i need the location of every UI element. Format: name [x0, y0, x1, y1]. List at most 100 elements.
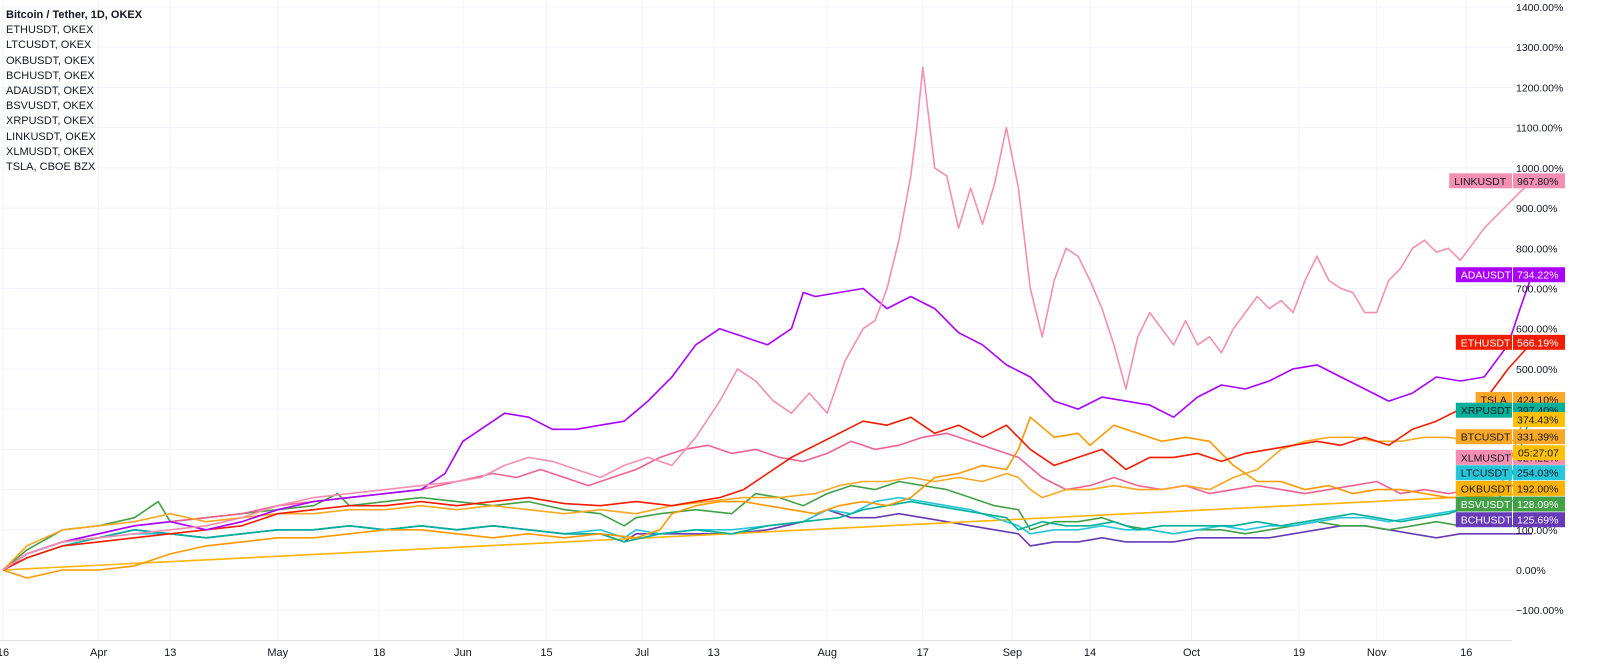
price-tag-label-box — [1455, 334, 1512, 350]
price-tag-value-box — [1513, 267, 1565, 283]
legend-item-bchusdt[interactable]: BCHUSDT, OKEX — [6, 69, 95, 82]
price-tag-label-box — [1455, 480, 1512, 496]
price-tag-value: 331.39% — [1517, 432, 1558, 444]
price-tag-label: BTCUSDT — [1461, 432, 1511, 444]
series-line-tsla[interactable] — [2, 399, 1533, 579]
x-tick-label: 17 — [917, 647, 929, 659]
price-tag-label: ETHUSDT — [1461, 337, 1511, 349]
price-tags: 967.80% LINKUSDT 734.22% ADAUSDT 566.19% ETHU… — [1449, 173, 1565, 528]
x-tick-label: 16 — [0, 647, 9, 659]
price-tag-label-box — [1455, 512, 1512, 528]
price-tag-label: LTCUSDT — [1461, 468, 1509, 480]
x-tick-label: 14 — [1084, 647, 1096, 659]
price-tag-label: BSVUSDT — [1461, 499, 1511, 511]
price-tag-value: 128.09% — [1517, 499, 1558, 511]
price-tag-btc-price: 374.43% — [1513, 411, 1565, 427]
legend-item-bsvusdt[interactable]: BSVUSDT, OKEX — [6, 100, 94, 113]
legend-item-xlmusdt[interactable]: XLMUSDT, OKEX — [6, 145, 95, 158]
y-tick-label: 1400.00% — [1516, 2, 1563, 14]
y-tick-label: 1100.00% — [1516, 123, 1563, 135]
x-tick-label: 16 — [1460, 647, 1472, 659]
y-tick-label: 500.00% — [1516, 364, 1557, 376]
x-tick-label: 19 — [1293, 647, 1305, 659]
price-tag-value-box — [1513, 465, 1565, 481]
price-tag-adausdt: 734.22% ADAUSDT — [1455, 267, 1565, 283]
y-tick-label: −100.00% — [1516, 605, 1564, 617]
price-tag-value: 734.22% — [1517, 270, 1558, 282]
legend-item-tsla[interactable]: TSLA, CBOE BZX — [6, 161, 96, 174]
x-tick-label: 13 — [164, 647, 176, 659]
legend-item-ltcusdt[interactable]: LTCUSDT, OKEX — [6, 39, 92, 52]
countdown-box — [1513, 445, 1565, 461]
price-tag-okbusdt: 192.00% OKBUSDT — [1455, 480, 1565, 496]
y-tick-label: 1000.00% — [1516, 163, 1563, 175]
price-tag-btcusdt: 331.39% BTCUSDT — [1455, 429, 1565, 445]
countdown-text: 05:27:07 — [1518, 448, 1559, 460]
legend-item-linkusdt[interactable]: LINKUSDT, OKEX — [6, 130, 96, 143]
series-line-xrpusdt[interactable] — [2, 410, 1533, 571]
y-tick-label: 600.00% — [1516, 324, 1557, 336]
legend-main-symbol[interactable]: Bitcoin / Tether, 1D, OKEX — [6, 9, 143, 21]
x-tick-label: 18 — [373, 647, 385, 659]
y-tick-label: 900.00% — [1516, 203, 1557, 215]
price-tag-label-box — [1455, 465, 1512, 481]
price-tag-label: LINKUSDT — [1454, 176, 1507, 188]
legend-item-okbusdt[interactable]: OKBUSDT, OKEX — [6, 54, 95, 67]
x-axis: 16 Apr 13 May 18 Jun 15 Jul 13 Aug 17 Sep 14 Oct 19 Nov… — [0, 640, 1512, 659]
y-tick-label: 0.00% — [1516, 565, 1546, 577]
series-line-ethusdt[interactable] — [2, 341, 1533, 571]
price-tag-label: ADAUSDT — [1461, 270, 1512, 282]
price-tag-label-box — [1449, 173, 1512, 189]
x-tick-label: Sep — [1003, 647, 1023, 659]
x-tick-label: 15 — [540, 647, 552, 659]
price-tag-label: OKBUSDT — [1461, 483, 1512, 495]
price-tag-value-box — [1513, 512, 1565, 528]
series-line-okbusdt[interactable] — [2, 492, 1533, 571]
grid — [0, 0, 1512, 640]
price-tag-ethusdt: 566.19% ETHUSDT — [1455, 334, 1565, 350]
series-line-adausdt[interactable] — [2, 274, 1533, 571]
y-tick-label: 100.00% — [1516, 525, 1557, 537]
x-tick-label: Aug — [817, 647, 837, 659]
price-tag-label-box — [1455, 402, 1512, 418]
x-tick-label: Oct — [1183, 647, 1200, 659]
price-tag-label-box — [1455, 429, 1512, 445]
price-tag-label: BCHUSDT — [1461, 515, 1512, 527]
legend: Bitcoin / Tether, 1D, OKEX ETHUSDT, OKEX… — [6, 8, 142, 175]
price-tag-value: 125.69% — [1517, 515, 1558, 527]
y-tick-label: 800.00% — [1516, 243, 1557, 255]
price-tag-bchusdt: 125.69% BCHUSDT — [1455, 512, 1565, 528]
price-tag-value: 192.00% — [1517, 483, 1558, 495]
y-tick-label: 1300.00% — [1516, 42, 1563, 54]
price-tag-bsvusdt: 128.09% BSVUSDT — [1455, 496, 1565, 512]
price-tag-value-box — [1513, 411, 1565, 427]
price-tag-label-box — [1455, 267, 1512, 283]
price-tag-value-box — [1513, 480, 1565, 496]
price-tag-value: 967.80% — [1517, 176, 1558, 188]
legend-item-xrpusdt[interactable]: XRPUSDT, OKEX — [6, 115, 95, 128]
x-tick-label: May — [267, 647, 288, 659]
price-tag-value-box — [1513, 496, 1565, 512]
price-tag-value: 374.43% — [1517, 414, 1558, 426]
series-line-linkusdt[interactable] — [2, 66, 1533, 571]
x-tick-label: Apr — [90, 647, 107, 659]
legend-item-ethusdt[interactable]: ETHUSDT, OKEX — [6, 24, 94, 37]
price-tag-label: XRPUSDT — [1461, 405, 1512, 417]
x-tick-label: Jun — [454, 647, 472, 659]
countdown-tag: 05:27:07 — [1513, 445, 1565, 461]
price-tag-linkusdt: 967.80% LINKUSDT — [1449, 173, 1565, 189]
price-tag-label: XLMUSDT — [1461, 452, 1512, 464]
x-tick-label: Nov — [1367, 647, 1387, 659]
y-tick-label: 1200.00% — [1516, 82, 1563, 94]
price-tag-value-box — [1513, 173, 1565, 189]
series-line-xlmusdt[interactable] — [2, 432, 1533, 571]
price-tag-value: 566.19% — [1517, 337, 1558, 349]
legend-item-adausdt[interactable]: ADAUSDT, OKEX — [6, 85, 95, 98]
price-tag-value: 254.03% — [1517, 468, 1558, 480]
price-tag-value-box — [1513, 334, 1565, 350]
x-tick-label: Jul — [635, 647, 649, 659]
series-line-btcusdt[interactable] — [2, 436, 1533, 571]
price-tag-value-box — [1513, 429, 1565, 445]
y-tick-label: 700.00% — [1516, 284, 1557, 296]
